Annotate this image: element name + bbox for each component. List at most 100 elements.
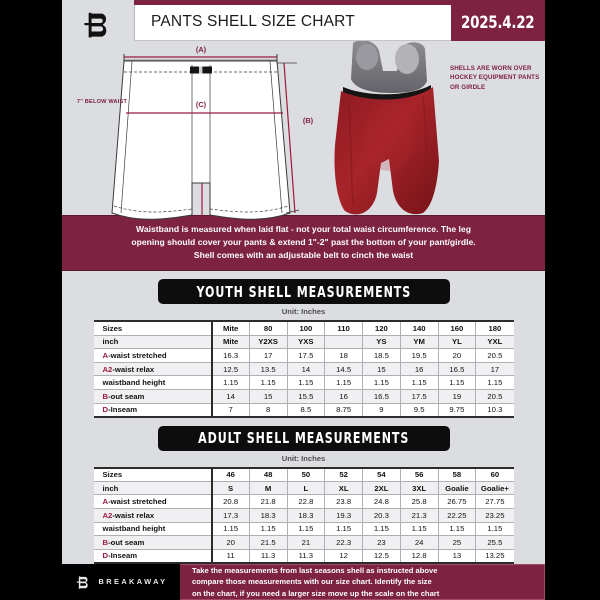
- table-cell: Goalie+: [475, 481, 514, 496]
- table-cell: 20.5: [475, 389, 514, 404]
- table-cell: 9.5: [400, 403, 439, 417]
- table-cell: 9: [362, 403, 401, 417]
- table-cell: 14.5: [324, 362, 363, 377]
- table-row: waistband height 1.15 1.15 1.15 1.15 1.15 1.15…: [93, 375, 514, 390]
- diagram-label-d: (D): [197, 221, 208, 230]
- table-cell: 8.75: [324, 403, 363, 417]
- table-cell: 23: [362, 535, 401, 550]
- table-cell: 3XL: [400, 481, 439, 496]
- below-waist-label: 7" BELOW WAIST: [76, 98, 128, 105]
- table-cell: 17.5: [287, 348, 326, 363]
- table-cell: 23.8: [324, 494, 363, 509]
- youth-table-body: Sizes Mite 80 100 110 120 140 160 180 inch Mite Y2X…: [93, 321, 514, 417]
- table-cell: 1.15: [211, 375, 250, 390]
- table-cell: S: [211, 481, 250, 496]
- table-cell: YXS: [287, 335, 326, 350]
- table-cell: 20.8: [211, 494, 250, 509]
- table-cell: 9.75: [438, 403, 477, 417]
- table-row: inch S M L XL 2XL 3XL Goalie Goalie+: [93, 481, 514, 496]
- table-cell: Y2XS: [249, 335, 288, 350]
- table-cell: M: [249, 481, 288, 496]
- table-cell: 100: [287, 321, 326, 336]
- table-cell: 17.3: [211, 508, 250, 523]
- table-cell: 18.3: [249, 508, 288, 523]
- date-badge: 2025.4.22: [451, 4, 545, 41]
- table-cell: 120: [362, 321, 401, 336]
- table-cell: 18.5: [362, 348, 401, 363]
- table-row: A-waist stretched 16.3 17 17.5 18 18.5 19.5 20 2…: [93, 348, 514, 363]
- table-row: A2-waist relax 17.3 18.3 18.3 19.3 20.3 21.3 22…: [93, 508, 514, 523]
- row-key: B: [102, 391, 109, 401]
- table-cell: Goalie: [438, 481, 477, 496]
- table-cell: 21.8: [249, 494, 288, 509]
- table-cell: 16: [400, 362, 439, 377]
- table-cell: 12.5: [211, 362, 250, 377]
- table-cell: 11.3: [249, 549, 288, 563]
- diagram-label-a: (A): [196, 45, 207, 54]
- table-cell: 14: [287, 362, 326, 377]
- table-cell: 26.75: [438, 494, 477, 509]
- footer-line-3: on the chart, if you need a larger size …: [192, 588, 440, 598]
- pants-technical-diagram: (A) (B) (C) (D): [111, 45, 314, 230]
- table-cell: YS: [362, 335, 401, 350]
- table-cell: 18.3: [287, 508, 326, 523]
- adult-heading-text: ADULT SHELL MEASUREMENTS: [197, 429, 410, 448]
- table-cell: 22.8: [287, 494, 326, 509]
- note-line-2: opening should cover your pants & extend…: [131, 236, 476, 247]
- table-cell: 56: [400, 467, 439, 482]
- row-label: A2-waist relax: [93, 508, 213, 523]
- brand-logo: [62, 5, 134, 41]
- diagram-label-b: (B): [303, 116, 314, 125]
- table-cell: 52: [324, 467, 363, 482]
- shell-product-photo: [334, 40, 439, 215]
- table-cell: 1.15: [324, 522, 363, 537]
- row-label: inch: [93, 335, 213, 350]
- table-cell: 16: [324, 389, 363, 404]
- table-cell: 19: [438, 389, 477, 404]
- table-cell: 21.3: [400, 508, 439, 523]
- table-cell: 19.3: [324, 508, 363, 523]
- table-cell: 140: [400, 321, 439, 336]
- table-cell: 21.5: [249, 535, 288, 550]
- table-row: inch Mite Y2XS YXS YS YM YL YXL: [93, 335, 514, 350]
- table-row: A2-waist relax 12.5 13.5 14 14.5 15 16 16.5 17: [93, 362, 514, 377]
- table-cell: 12: [324, 549, 363, 563]
- diagram-label-c: (C): [196, 100, 207, 109]
- footer-instructions: Take the measurements from last seasons …: [180, 563, 545, 600]
- row-key: D: [102, 551, 109, 561]
- table-cell: 24.8: [362, 494, 401, 509]
- table-cell: 25.8: [400, 494, 439, 509]
- top-accent-strip: [62, 0, 545, 5]
- row-label: D-Inseam: [93, 549, 213, 563]
- table-cell: 17: [249, 348, 288, 363]
- table-cell: 10.3: [487, 405, 503, 415]
- table-cell: [324, 335, 363, 350]
- table-cell: 1.15: [362, 522, 401, 537]
- table-cell: 58: [438, 467, 477, 482]
- table-cell: 1.15: [249, 522, 288, 537]
- table-cell: 18: [324, 348, 363, 363]
- table-cell: 50: [287, 467, 326, 482]
- table-row: D-Inseam 11 11.3 11.3 12 12.5 12.8 13 13.25: [93, 549, 514, 563]
- table-cell: 1.15: [475, 375, 514, 390]
- table-cell: 1.15: [475, 522, 514, 537]
- page-header: PANTS SHELL SIZE CHART 2025.4.22: [62, 4, 545, 41]
- page-title: PANTS SHELL SIZE CHART: [134, 4, 451, 41]
- adult-section-header: ADULT SHELL MEASUREMENTS: [157, 425, 450, 451]
- table-cell: 13: [438, 549, 477, 563]
- youth-measurements-table: Sizes Mite 80 100 110 120 140 160 180 inch Mite Y2X…: [93, 320, 514, 418]
- table-cell: 80: [249, 321, 288, 336]
- table-row: Sizes 46 48 50 52 54 56 58 60: [93, 467, 514, 482]
- youth-unit-label: Unit: Inches: [281, 307, 326, 317]
- table-cell: 16.3: [211, 348, 250, 363]
- table-cell: 1.15: [324, 375, 363, 390]
- footer-brand: BREAKAWAY: [62, 563, 180, 600]
- page-title-text: PANTS SHELL SIZE CHART: [151, 13, 355, 31]
- footer-line-2: compare those measurements with our size…: [192, 577, 432, 587]
- table-cell: 12.8: [400, 549, 439, 563]
- page-footer: BREAKAWAY Take the measurements from las…: [62, 563, 545, 600]
- table-cell: YXL: [475, 335, 514, 350]
- table-cell: 21: [287, 535, 326, 550]
- table-cell: 1.15: [400, 522, 439, 537]
- table-cell: 17: [475, 362, 514, 377]
